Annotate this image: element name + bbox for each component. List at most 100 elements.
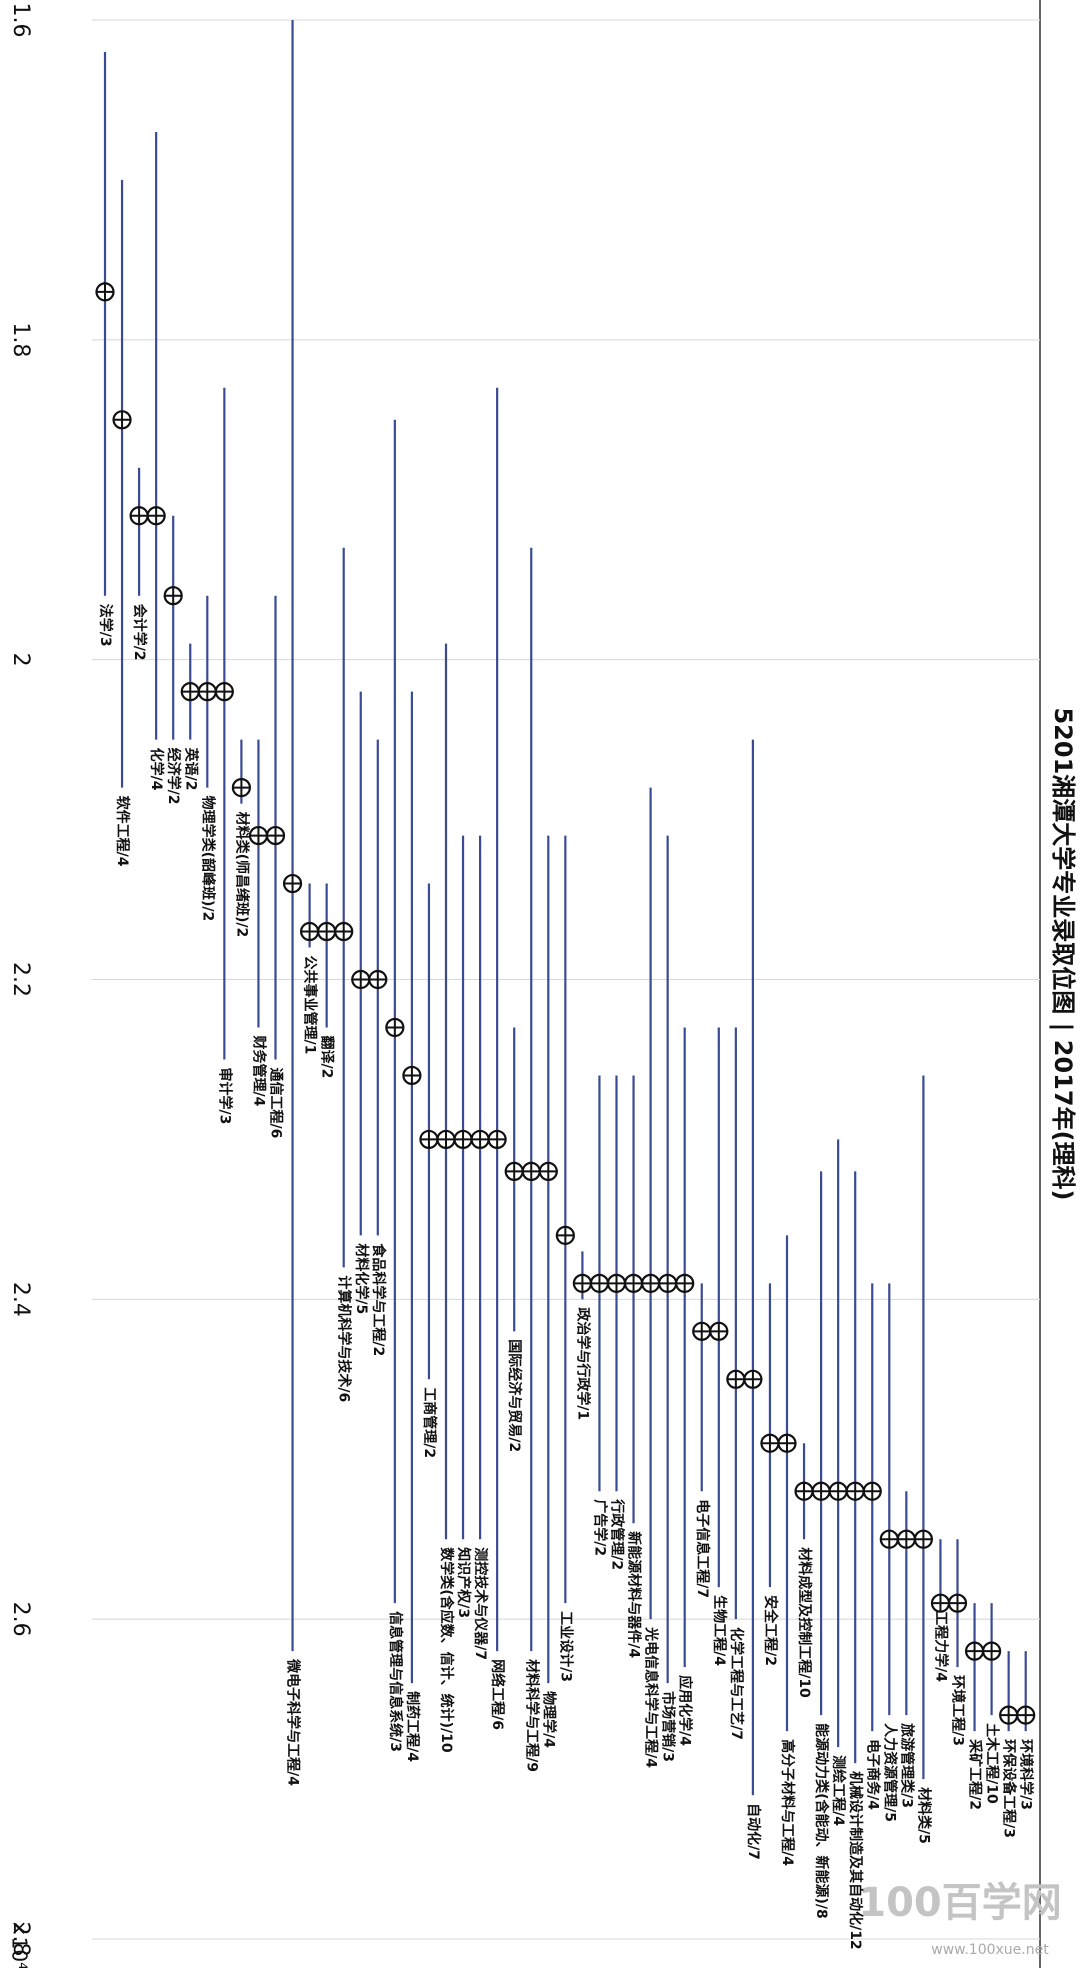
marker [282,873,303,894]
category-label: 通信工程/6 [268,1067,285,1138]
marker [623,1273,644,1293]
marker [930,1593,951,1613]
category-label: 翻译/2 [319,1035,336,1078]
category-label: 物理学类(韶峰班)/2 [199,796,216,922]
category-label: 电子商务/4 [864,1739,881,1810]
marker [385,1017,405,1038]
category-label: 旅游管理类/3 [898,1723,915,1808]
category-label: 土木工程/10 [984,1723,1001,1804]
category-label: 政治学与行政学/1 [574,1307,591,1420]
category-label: 材料科学与工程/9 [523,1659,540,1772]
category-label: 网络工程/6 [489,1659,506,1730]
y-tick-label: 2.2 [8,962,33,997]
category-label: 人力资源管理/5 [881,1723,898,1822]
marker [743,1369,763,1389]
marker [658,1273,678,1293]
marker [419,1129,439,1150]
marker [504,1161,524,1182]
category-label: 国际经济与贸易/2 [506,1339,523,1452]
marker [197,682,217,702]
y-tick-label: 2.8 [8,1922,33,1957]
category-label: 工业设计/3 [557,1611,574,1682]
marker [947,1593,968,1613]
category-label: 生物工程/4 [711,1595,728,1666]
category-label: 电子信息工程/7 [694,1499,711,1598]
chart-title: 5201湘潭大学专业录取位图 | 2017年(理科) [1049,707,1077,1200]
marker [828,1481,848,1501]
axis-multiplier: ×10⁴ [8,1920,32,1968]
marker [811,1481,831,1501]
y-tick-label: 2 [8,653,33,667]
y-tick-label: 2.6 [8,1602,33,1637]
category-label: 测绘工程/4 [830,1755,847,1826]
category-label: 审计学/3 [216,1067,233,1124]
marker [129,506,149,526]
category-label: 工程力学/4 [932,1611,949,1682]
category-label: 软件工程/4 [114,796,131,867]
category-label: 食品科学与工程/2 [370,1243,387,1356]
marker [640,1273,661,1293]
marker [146,506,166,526]
category-label: 行政管理/2 [609,1498,626,1570]
category-label: 微电子科学与工程/4 [285,1658,302,1786]
category-label: 物理学/4 [540,1691,557,1748]
category-label: 市场营销/3 [660,1691,677,1762]
marker [453,1129,473,1150]
category-label: 材料成型及控制工程/10 [796,1547,813,1698]
marker [606,1273,627,1293]
category-label: 能源动力类(含能动、新能源)/8 [813,1723,830,1919]
marker [95,282,115,302]
category-label: 高分子材料与工程/4 [779,1739,796,1866]
category-label: 法学/3 [97,604,114,647]
marker [777,1433,797,1453]
marker [402,1065,422,1086]
marker [248,825,269,846]
marker [521,1161,541,1182]
category-label: 环境工程/3 [950,1675,967,1746]
category-label: 知识产权/3 [455,1547,472,1618]
marker [163,586,183,606]
marker [794,1481,814,1501]
marker [879,1529,899,1549]
category-label: 数学类(含应数、信计、统计)/10 [438,1547,455,1753]
marker [555,1225,575,1245]
watermark: 100百学网 [858,1880,1062,1926]
marker [726,1369,746,1389]
marker [1016,1705,1036,1725]
marker [214,682,234,702]
marker [470,1129,490,1150]
y-tick-label: 1.6 [8,3,33,38]
marker [675,1273,695,1293]
category-label: 光电信息科学与工程/4 [643,1626,660,1768]
category-label: 工商管理/2 [421,1387,438,1458]
category-label: 自动化/7 [745,1803,762,1860]
category-label: 机械设计制造及其自动化/12 [847,1771,864,1950]
category-label: 材料类/5 [915,1787,932,1844]
marker [760,1433,780,1453]
category-label: 计算机科学与技术/6 [336,1275,353,1402]
marker [351,969,371,990]
category-label: 安全工程/2 [762,1595,779,1666]
marker [572,1273,593,1293]
marker [317,921,337,942]
category-label: 财务管理/4 [250,1034,267,1106]
category-label: 英语/2 [182,747,199,791]
category-label: 广告学/2 [591,1499,608,1556]
category-label: 化学工程与工艺/7 [728,1627,745,1740]
marker [368,969,388,990]
category-label: 新能源材料与器件/4 [626,1531,643,1658]
category-label: 经济学/2 [165,748,182,805]
marker [999,1705,1019,1725]
category-label: 应用化学/4 [677,1675,694,1746]
marker [845,1481,865,1501]
category-label: 会计学/2 [131,604,148,661]
marker [300,921,320,942]
marker [487,1129,507,1150]
category-label: 材料类(师昌绪班)/2 [233,812,250,938]
marker [334,921,354,942]
marker [981,1641,1002,1661]
category-label: 制药工程/4 [404,1691,421,1762]
category-label: 环境科学/3 [1018,1739,1035,1810]
category-label: 环保设备工程/3 [1001,1739,1018,1838]
